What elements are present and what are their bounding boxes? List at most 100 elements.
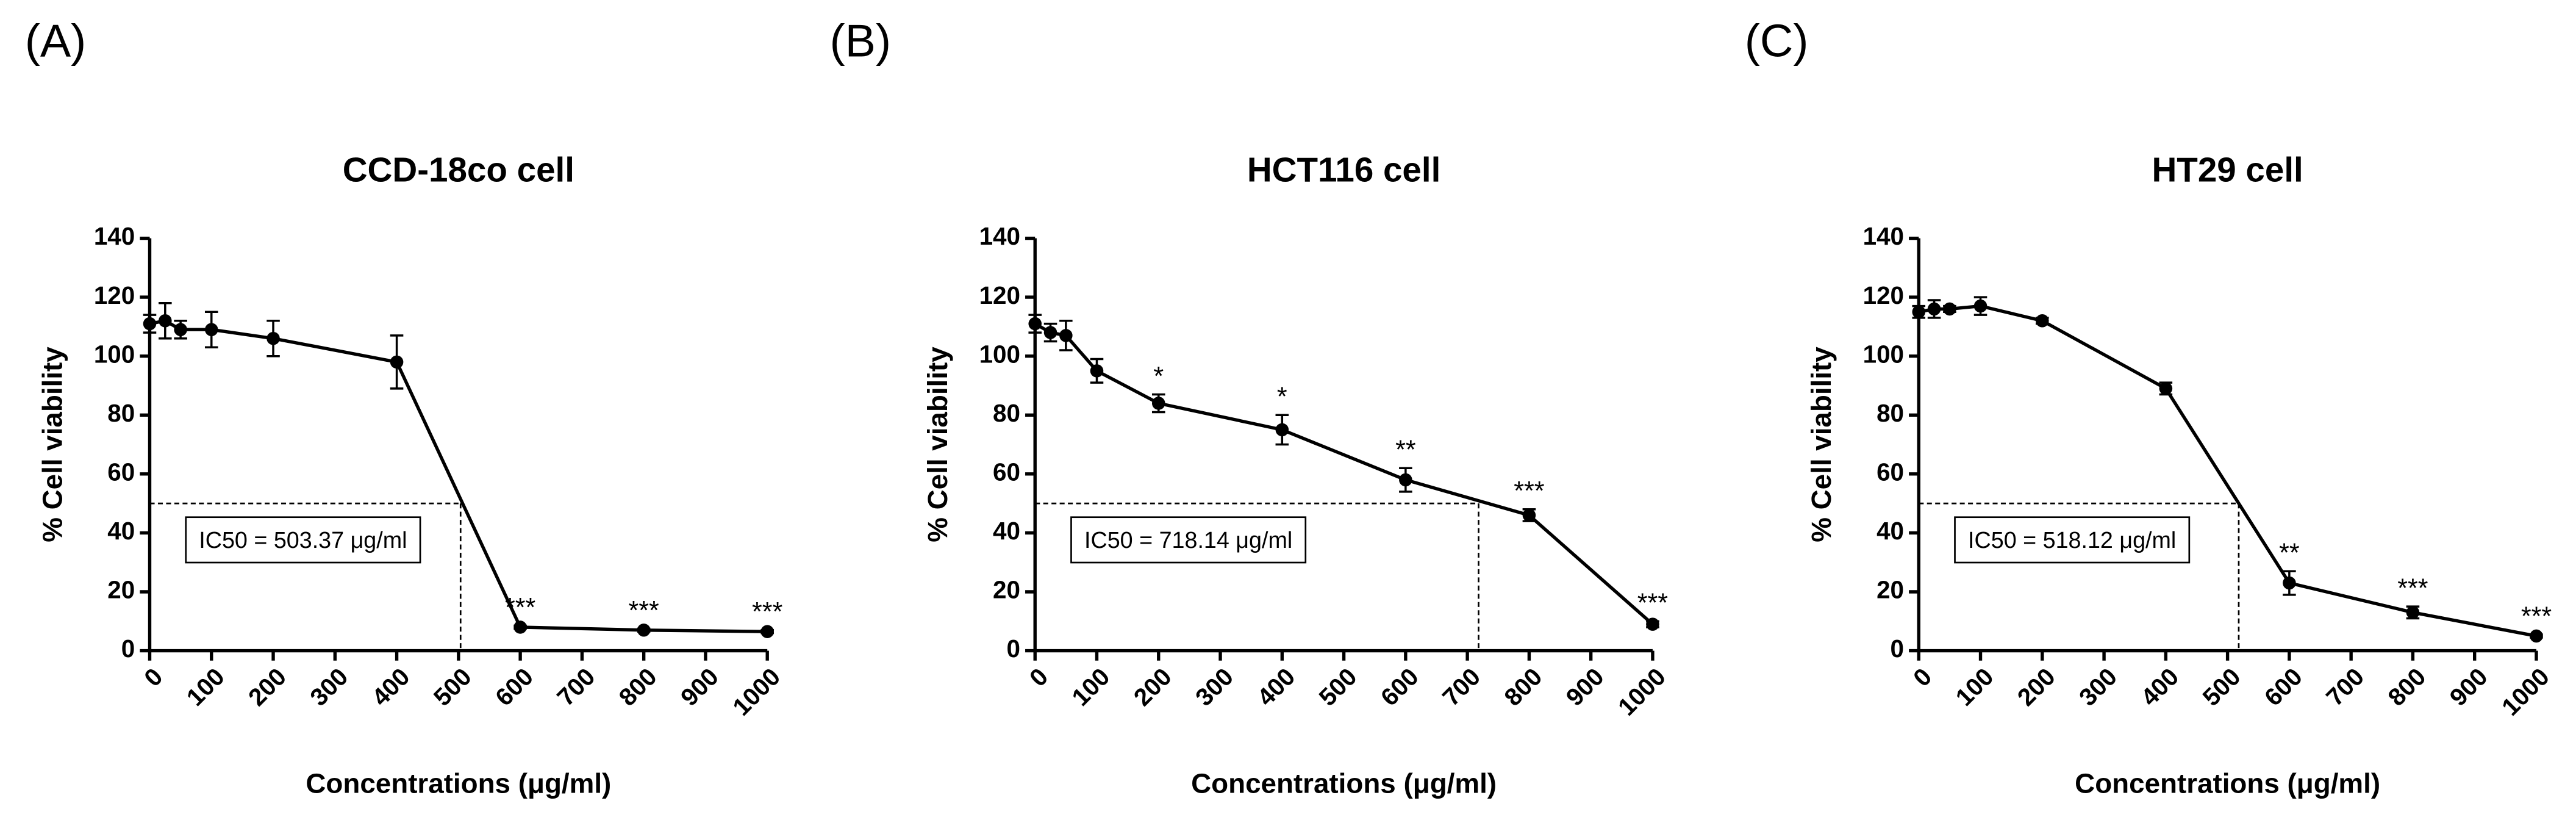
y-axis-label: % Cell viability <box>922 347 953 542</box>
x-tick-label: 200 <box>2012 663 2061 711</box>
x-tick-label: 300 <box>2073 663 2122 711</box>
ic50-label: IC50 = 518.12 μg/ml <box>1968 527 2176 553</box>
y-tick-label: 60 <box>1877 458 1904 486</box>
x-tick-label: 0 <box>1908 663 1937 692</box>
ic50-box <box>1954 516 2191 564</box>
data-point <box>1090 364 1104 378</box>
data-point <box>2159 382 2173 395</box>
data-line <box>1034 322 1654 626</box>
x-axis-label: Concentrations (μg/ml) <box>306 768 611 799</box>
y-tick-label: 0 <box>121 635 135 663</box>
data-point <box>637 624 651 637</box>
x-tick-label: 500 <box>2197 663 2246 711</box>
data-line <box>149 318 768 633</box>
data-point <box>1927 302 1941 316</box>
data-point <box>1912 305 1926 319</box>
data-point <box>1028 317 1042 331</box>
x-tick-label: 100 <box>1950 663 1998 711</box>
significance-label: *** <box>2397 574 2428 603</box>
data-point <box>159 314 172 328</box>
data-point <box>1399 473 1412 487</box>
panel: (A) CCD-18co cell Concentrations (μg/ml) % … <box>25 15 785 799</box>
x-tick-label: 0 <box>138 663 168 692</box>
x-tick-label: 600 <box>2259 663 2308 711</box>
x-tick-label: 100 <box>1066 663 1115 711</box>
panel: (B) HCT116 cell Concentrations (μg/ml) % Ce… <box>830 15 1671 799</box>
y-tick-label: 100 <box>94 340 135 368</box>
data-point <box>1646 617 1659 631</box>
data-point <box>1043 326 1057 339</box>
x-tick-label: 800 <box>614 663 662 711</box>
y-tick-label: 140 <box>1863 222 1904 250</box>
data-point <box>1151 397 1165 410</box>
chart-title: CCD-18co cell <box>343 151 574 189</box>
x-axis-label: Concentrations (μg/ml) <box>2075 768 2380 799</box>
data-point <box>1943 302 1956 316</box>
panel: (C) HT29 cell Concentrations (μg/ml) % Cell… <box>1745 15 2555 799</box>
x-axis-label: Concentrations (μg/ml) <box>1191 768 1497 799</box>
y-tick-label: 60 <box>993 458 1020 486</box>
data-point <box>2530 629 2543 643</box>
y-tick-label: 0 <box>1007 635 1020 663</box>
ic50-box <box>1070 516 1307 564</box>
x-tick-label: 1000 <box>727 663 785 721</box>
data-point <box>1275 423 1289 437</box>
x-tick-label: 1000 <box>2496 663 2555 721</box>
significance-label: ** <box>1395 436 1416 465</box>
x-tick-label: 0 <box>1024 663 1053 692</box>
x-tick-label: 900 <box>675 663 724 711</box>
x-tick-label: 600 <box>1375 663 1424 711</box>
y-tick-label: 20 <box>107 576 135 604</box>
x-tick-label: 900 <box>1561 663 1609 711</box>
significance-label: *** <box>2521 602 2552 631</box>
x-tick-label: 500 <box>428 663 477 711</box>
data-point <box>204 323 218 337</box>
data-point <box>2283 576 2296 590</box>
x-tick-label: 900 <box>2444 663 2493 711</box>
ic50-label: IC50 = 718.14 μg/ml <box>1084 527 1292 553</box>
significance-label: *** <box>1514 477 1545 506</box>
significance-label: ** <box>2279 539 2300 568</box>
significance-label: *** <box>1637 589 1669 618</box>
data-point <box>1522 508 1536 522</box>
y-tick-label: 120 <box>979 281 1020 309</box>
x-tick-label: 200 <box>243 663 292 711</box>
x-tick-label: 800 <box>1498 663 1547 711</box>
y-tick-label: 40 <box>107 517 135 545</box>
data-point <box>2406 606 2420 619</box>
significance-label: *** <box>752 597 783 627</box>
chart-title: HCT116 cell <box>1247 151 1440 189</box>
y-tick-label: 20 <box>993 576 1020 604</box>
data-point <box>2036 314 2049 328</box>
x-tick-label: 400 <box>366 663 415 711</box>
x-tick-label: 400 <box>1251 663 1300 711</box>
y-tick-label: 80 <box>993 399 1020 427</box>
y-tick-label: 120 <box>1863 281 1904 309</box>
y-tick-label: 0 <box>1891 635 1904 663</box>
panel-label: (C) <box>1745 15 1809 67</box>
y-tick-label: 100 <box>979 340 1020 368</box>
y-tick-label: 40 <box>993 517 1020 545</box>
y-tick-label: 120 <box>94 281 135 309</box>
data-point <box>1059 329 1073 342</box>
significance-label: *** <box>629 596 660 625</box>
data-point <box>174 323 187 337</box>
x-tick-label: 700 <box>2320 663 2369 711</box>
ic50-box <box>185 516 421 564</box>
x-tick-label: 400 <box>2135 663 2184 711</box>
data-point <box>1973 299 1987 313</box>
y-tick-label: 60 <box>107 458 135 486</box>
x-tick-label: 700 <box>1437 663 1486 711</box>
significance-label: * <box>1153 362 1164 391</box>
data-point <box>760 625 774 638</box>
panel-label: (B) <box>830 15 892 67</box>
x-tick-label: 700 <box>551 663 600 711</box>
chart-title: HT29 cell <box>2152 151 2303 189</box>
x-tick-label: 200 <box>1128 663 1177 711</box>
x-tick-label: 600 <box>490 663 538 711</box>
x-tick-label: 300 <box>304 663 353 711</box>
y-tick-label: 100 <box>1863 340 1904 368</box>
y-tick-label: 20 <box>1877 576 1904 604</box>
significance-label: *** <box>505 593 536 622</box>
x-tick-label: 300 <box>1190 663 1239 711</box>
